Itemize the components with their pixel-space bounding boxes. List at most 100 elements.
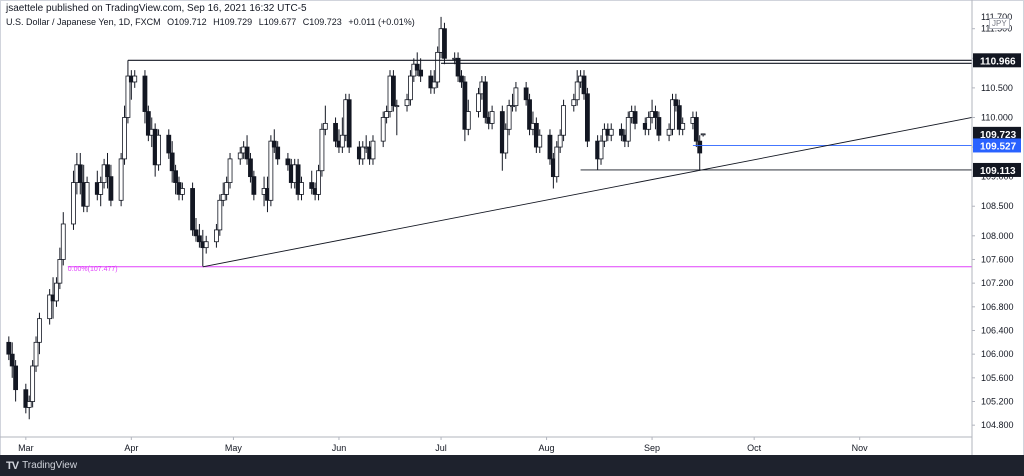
candle [309,170,315,195]
axis-layer: 111.500111.000110.500110.000109.500109.0… [0,0,1021,455]
price-badge-bg [973,126,1021,141]
candle [84,176,90,213]
candle [574,70,580,106]
candle-body [220,193,226,201]
candle [680,117,686,136]
candle [77,152,83,195]
candle-body [459,75,464,83]
candle [197,223,202,248]
candle-body [513,87,519,107]
candle [697,135,703,171]
candle [513,81,519,112]
candle-body [414,63,420,71]
candle [271,129,277,153]
candle-body [125,75,131,118]
candle [224,176,230,201]
candle [47,289,53,325]
candle [646,111,652,136]
x-tick-label: Mar [18,443,34,453]
candle [33,336,39,372]
candle-body [653,111,658,118]
candle [537,129,543,153]
legend-symbol[interactable]: U.S. Dollar / Japanese Yen, 1D, FXCM [6,17,161,27]
candle [676,99,682,136]
candle-body [214,229,219,243]
candle [561,99,566,142]
candle [98,176,104,207]
y-tick-label: 106.000 [981,349,1014,359]
candle-body [98,182,104,195]
y-tick-label: 106.400 [981,325,1014,335]
candle-body [418,69,424,77]
candle-body [122,117,127,160]
candle-body [574,81,580,101]
candle-body [408,75,413,101]
publisher-line: jsaettele published on TradingView.com, … [6,3,307,14]
tradingview-logo[interactable]: TV TradingView [6,460,77,472]
candle-body [700,133,706,136]
candle [700,133,706,137]
price-badge: 110.966 [973,53,1021,68]
candle-body [394,105,400,108]
candle-body [197,235,202,243]
y-tick-label: 107.200 [981,278,1014,288]
candle-body [299,182,304,195]
candle [71,170,76,230]
candle [418,58,424,82]
candle [585,87,590,148]
candle [339,117,345,153]
candle [156,129,161,171]
candle-body [625,117,631,142]
candle-body [105,164,110,178]
candle-body [476,93,481,112]
candle [193,218,199,242]
y-tick-label: 104.800 [981,420,1014,430]
candle [26,395,32,420]
x-tick-label: Nov [852,443,869,453]
candle [608,123,614,142]
currency-label[interactable]: JPY [989,18,1010,29]
candle [105,152,110,189]
candle [442,22,447,65]
candle-body [169,152,175,172]
candle-body [309,182,315,189]
candle-body [537,134,543,148]
candle-body [435,51,441,83]
candle-body [676,105,682,130]
candle-body [132,75,138,83]
candle-body [108,176,114,201]
candle-body [598,140,604,160]
candle-body [465,111,471,130]
candle [619,123,624,142]
y-tick-label: 107.600 [981,254,1014,264]
candle-body [71,182,76,225]
candle [673,93,679,112]
candle-body [268,140,274,201]
candle-body [244,146,250,160]
candle-body [145,111,151,136]
candle [108,164,114,207]
candle [506,99,512,136]
candle [598,135,604,165]
candle [653,105,658,130]
price-badge-label: 109.113 [980,166,1016,177]
candle [142,70,148,124]
candle [275,141,281,165]
candle [360,141,366,165]
candle [523,81,529,106]
candle [145,105,151,142]
price-badge-label: 109.723 [980,130,1017,141]
drawing-layer: 0.00%(107.477) [67,59,973,273]
candle-body [217,199,223,231]
candle-body [295,164,301,195]
candle-body [118,158,124,201]
candle [244,135,250,165]
candle [54,277,59,307]
candle [384,105,389,124]
candle [190,182,195,236]
candle-body [557,134,563,148]
candle [166,129,172,159]
candle [57,247,63,290]
price-badge-bg [973,162,1021,177]
